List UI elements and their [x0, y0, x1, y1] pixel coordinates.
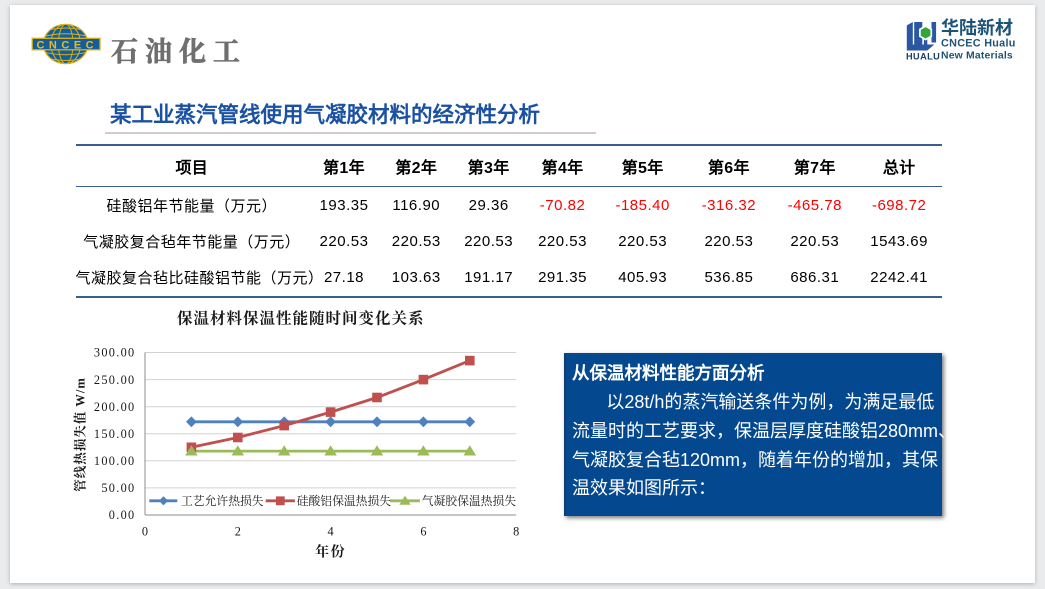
svg-text:CNCEC Hualu: CNCEC Hualu: [941, 38, 1016, 50]
svg-text:300.00: 300.00: [94, 346, 136, 360]
svg-text:2: 2: [235, 525, 241, 539]
svg-text:华陆新材: 华陆新材: [941, 17, 1013, 38]
svg-text:气凝胶保温热损失: 气凝胶保温热损失: [422, 494, 517, 508]
svg-text:200.00: 200.00: [94, 400, 136, 414]
svg-text:New Materials: New Materials: [941, 51, 1013, 62]
svg-text:250.00: 250.00: [94, 373, 136, 387]
svg-text:50.00: 50.00: [101, 481, 135, 495]
svg-text:6: 6: [420, 525, 426, 539]
svg-text:保温材料保温性能随时间变化关系: 保温材料保温性能随时间变化关系: [177, 309, 425, 328]
svg-text:150.00: 150.00: [94, 427, 136, 441]
svg-text:工艺允许热损失: 工艺允许热损失: [181, 494, 264, 508]
svg-text:0.00: 0.00: [109, 508, 136, 522]
svg-text:100.00: 100.00: [94, 454, 136, 468]
svg-text:8: 8: [513, 525, 519, 539]
svg-text:4: 4: [328, 525, 334, 539]
svg-text:0: 0: [142, 525, 148, 539]
svg-text:年份: 年份: [315, 544, 346, 561]
svg-text:硅酸铝保温热损失: 硅酸铝保温热损失: [297, 494, 392, 508]
svg-text:HUALU: HUALU: [906, 52, 940, 62]
svg-text:CNCEC: CNCEC: [36, 40, 98, 52]
svg-text:管线热损失值 W/m: 管线热损失值 W/m: [73, 377, 88, 492]
